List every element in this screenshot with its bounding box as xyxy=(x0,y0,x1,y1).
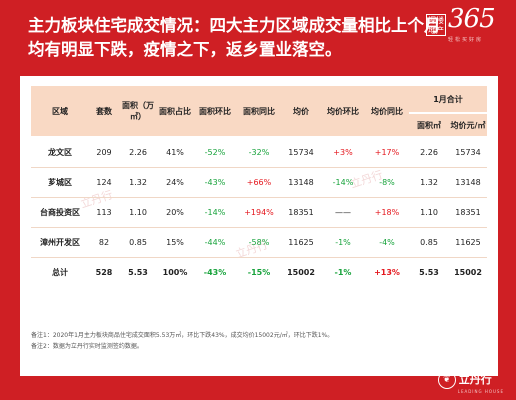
cell-price-yoy: +17% xyxy=(365,137,409,168)
cell-share: 24% xyxy=(157,167,193,198)
cell-area-size: 1.10 xyxy=(119,197,157,228)
cell-units: 528 xyxy=(95,268,113,277)
cell-price-mom: -14% xyxy=(321,167,365,198)
header-jan-price: 均价元/㎡ xyxy=(449,113,488,138)
cell-area-yoy: -58% xyxy=(237,227,281,258)
data-card: 立丹行 立丹行 立丹行 立丹行 区域 套数 面积（万㎡） 面积占比 面积环比 面… xyxy=(20,76,498,376)
cell-price-yoy: +13% xyxy=(374,268,400,277)
cell-price-yoy: +18% xyxy=(365,197,409,228)
cell-area-mom: -52% xyxy=(193,137,237,168)
cell-area-yoy: +194% xyxy=(237,197,281,228)
cell-area-mom: -43% xyxy=(193,167,237,198)
cell-price-yoy: -4% xyxy=(365,227,409,258)
cell-jan-area: 1.32 xyxy=(409,167,449,198)
cell-units: 113 xyxy=(89,197,119,228)
cell-area-yoy: +66% xyxy=(237,167,281,198)
header-jan-total: 1月合计 xyxy=(409,86,488,114)
table-row: 芗城区 124 1.32 24% -43% +66% 13148 -14% -8… xyxy=(31,167,488,198)
cell-share: 20% xyxy=(157,197,193,228)
cell-share: 41% xyxy=(157,137,193,168)
cell-jan-price: 13148 xyxy=(449,167,488,198)
cell-area-mom: -44% xyxy=(193,227,237,258)
table-row: 漳州开发区 82 0.85 15% -44% -58% 11625 -1% -4… xyxy=(31,227,488,258)
cell-area-yoy: -32% xyxy=(237,137,281,168)
note-2: 备注2：数据为立丹行实时监测签约数据。 xyxy=(31,343,143,350)
cell-area: 漳州开发区 xyxy=(31,227,89,258)
cell-jan-price: 15002 xyxy=(454,268,482,277)
cell-area-size: 0.85 xyxy=(119,227,157,258)
cell-units: 124 xyxy=(89,167,119,198)
cell-price-yoy: -8% xyxy=(365,167,409,198)
bottom-logo-en: LEADING HOUSE xyxy=(457,389,504,394)
cell-area-mom: -43% xyxy=(203,268,227,277)
cell-area-size: 1.32 xyxy=(119,167,157,198)
brand-box-text: 探楼地产 xyxy=(426,14,446,36)
cell-area: 芗城区 xyxy=(31,167,89,198)
cell-price-mom: +3% xyxy=(321,137,365,168)
note-1: 备注1：2020年1月主力板块商品住宅成交面积5.53万㎡，环比下跌43%，成交… xyxy=(31,332,334,339)
header-area: 区域 xyxy=(31,86,89,138)
notes: 备注1：2020年1月主力板块商品住宅成交面积5.53万㎡，环比下跌43%，成交… xyxy=(31,330,487,352)
header-share: 面积占比 xyxy=(157,86,193,138)
cell-area-mom: -14% xyxy=(193,197,237,228)
cell-units: 82 xyxy=(89,227,119,258)
cell-price-mom: -1% xyxy=(321,227,365,258)
cell-share: 15% xyxy=(157,227,193,258)
brand-sub: 轻松买好房 xyxy=(448,37,484,43)
cell-price-mom: —— xyxy=(321,197,365,228)
cell-price: 15734 xyxy=(281,137,321,168)
cell-area: 总计 xyxy=(52,268,68,277)
cell-area-size: 5.53 xyxy=(128,268,148,277)
cell-area-size: 2.26 xyxy=(119,137,157,168)
header-area-yoy: 面积同比 xyxy=(237,86,281,138)
cell-jan-price: 18351 xyxy=(449,197,488,228)
cell-price-mom: -1% xyxy=(334,268,352,277)
cell-price: 15002 xyxy=(287,268,315,277)
cell-jan-area: 5.53 xyxy=(419,268,439,277)
cell-price: 13148 xyxy=(281,167,321,198)
header-units: 套数 xyxy=(89,86,119,138)
bottom-logo-name: 立丹行 xyxy=(458,373,492,386)
page-title: 主力板块住宅成交情况：四大主力区域成交量相比上个月均有明显下跌，疫情之下，返乡置… xyxy=(28,16,441,59)
brand-number: 365 xyxy=(448,4,496,34)
bottom-logo: ❦ 立丹行 LEADING HOUSE xyxy=(437,371,504,394)
cell-area: 台商投资区 xyxy=(31,197,89,228)
brand-logo: 探楼地产 365 轻松买好房 xyxy=(426,4,506,50)
cell-jan-area: 2.26 xyxy=(409,137,449,168)
cell-area-yoy: -15% xyxy=(247,268,271,277)
header-area-mom: 面积环比 xyxy=(193,86,237,138)
cell-jan-area: 1.10 xyxy=(409,197,449,228)
cell-jan-area: 0.85 xyxy=(409,227,449,258)
transaction-table: 区域 套数 面积（万㎡） 面积占比 面积环比 面积同比 均价 均价环比 均价同比… xyxy=(31,86,488,288)
cell-price: 11625 xyxy=(281,227,321,258)
header-area-size: 面积（万㎡） xyxy=(119,86,157,138)
table-row: 台商投资区 113 1.10 20% -14% +194% 18351 —— +… xyxy=(31,197,488,228)
cell-price: 18351 xyxy=(281,197,321,228)
header-price-yoy: 均价同比 xyxy=(365,86,409,138)
cell-jan-price: 15734 xyxy=(449,137,488,168)
header-jan-area: 面积㎡ xyxy=(409,113,449,138)
header-price-mom: 均价环比 xyxy=(321,86,365,138)
table-row: 龙文区 209 2.26 41% -52% -32% 15734 +3% +17… xyxy=(31,137,488,168)
header-price: 均价 xyxy=(281,86,321,138)
table-row-total: 总计 528 5.53 100% -43% -15% 15002 -1% +13… xyxy=(31,258,487,288)
logo-mark-icon: ❦ xyxy=(437,371,456,389)
cell-share: 100% xyxy=(162,268,188,277)
cell-units: 209 xyxy=(89,137,119,168)
cell-jan-price: 11625 xyxy=(449,227,488,258)
cell-area: 龙文区 xyxy=(31,137,89,168)
